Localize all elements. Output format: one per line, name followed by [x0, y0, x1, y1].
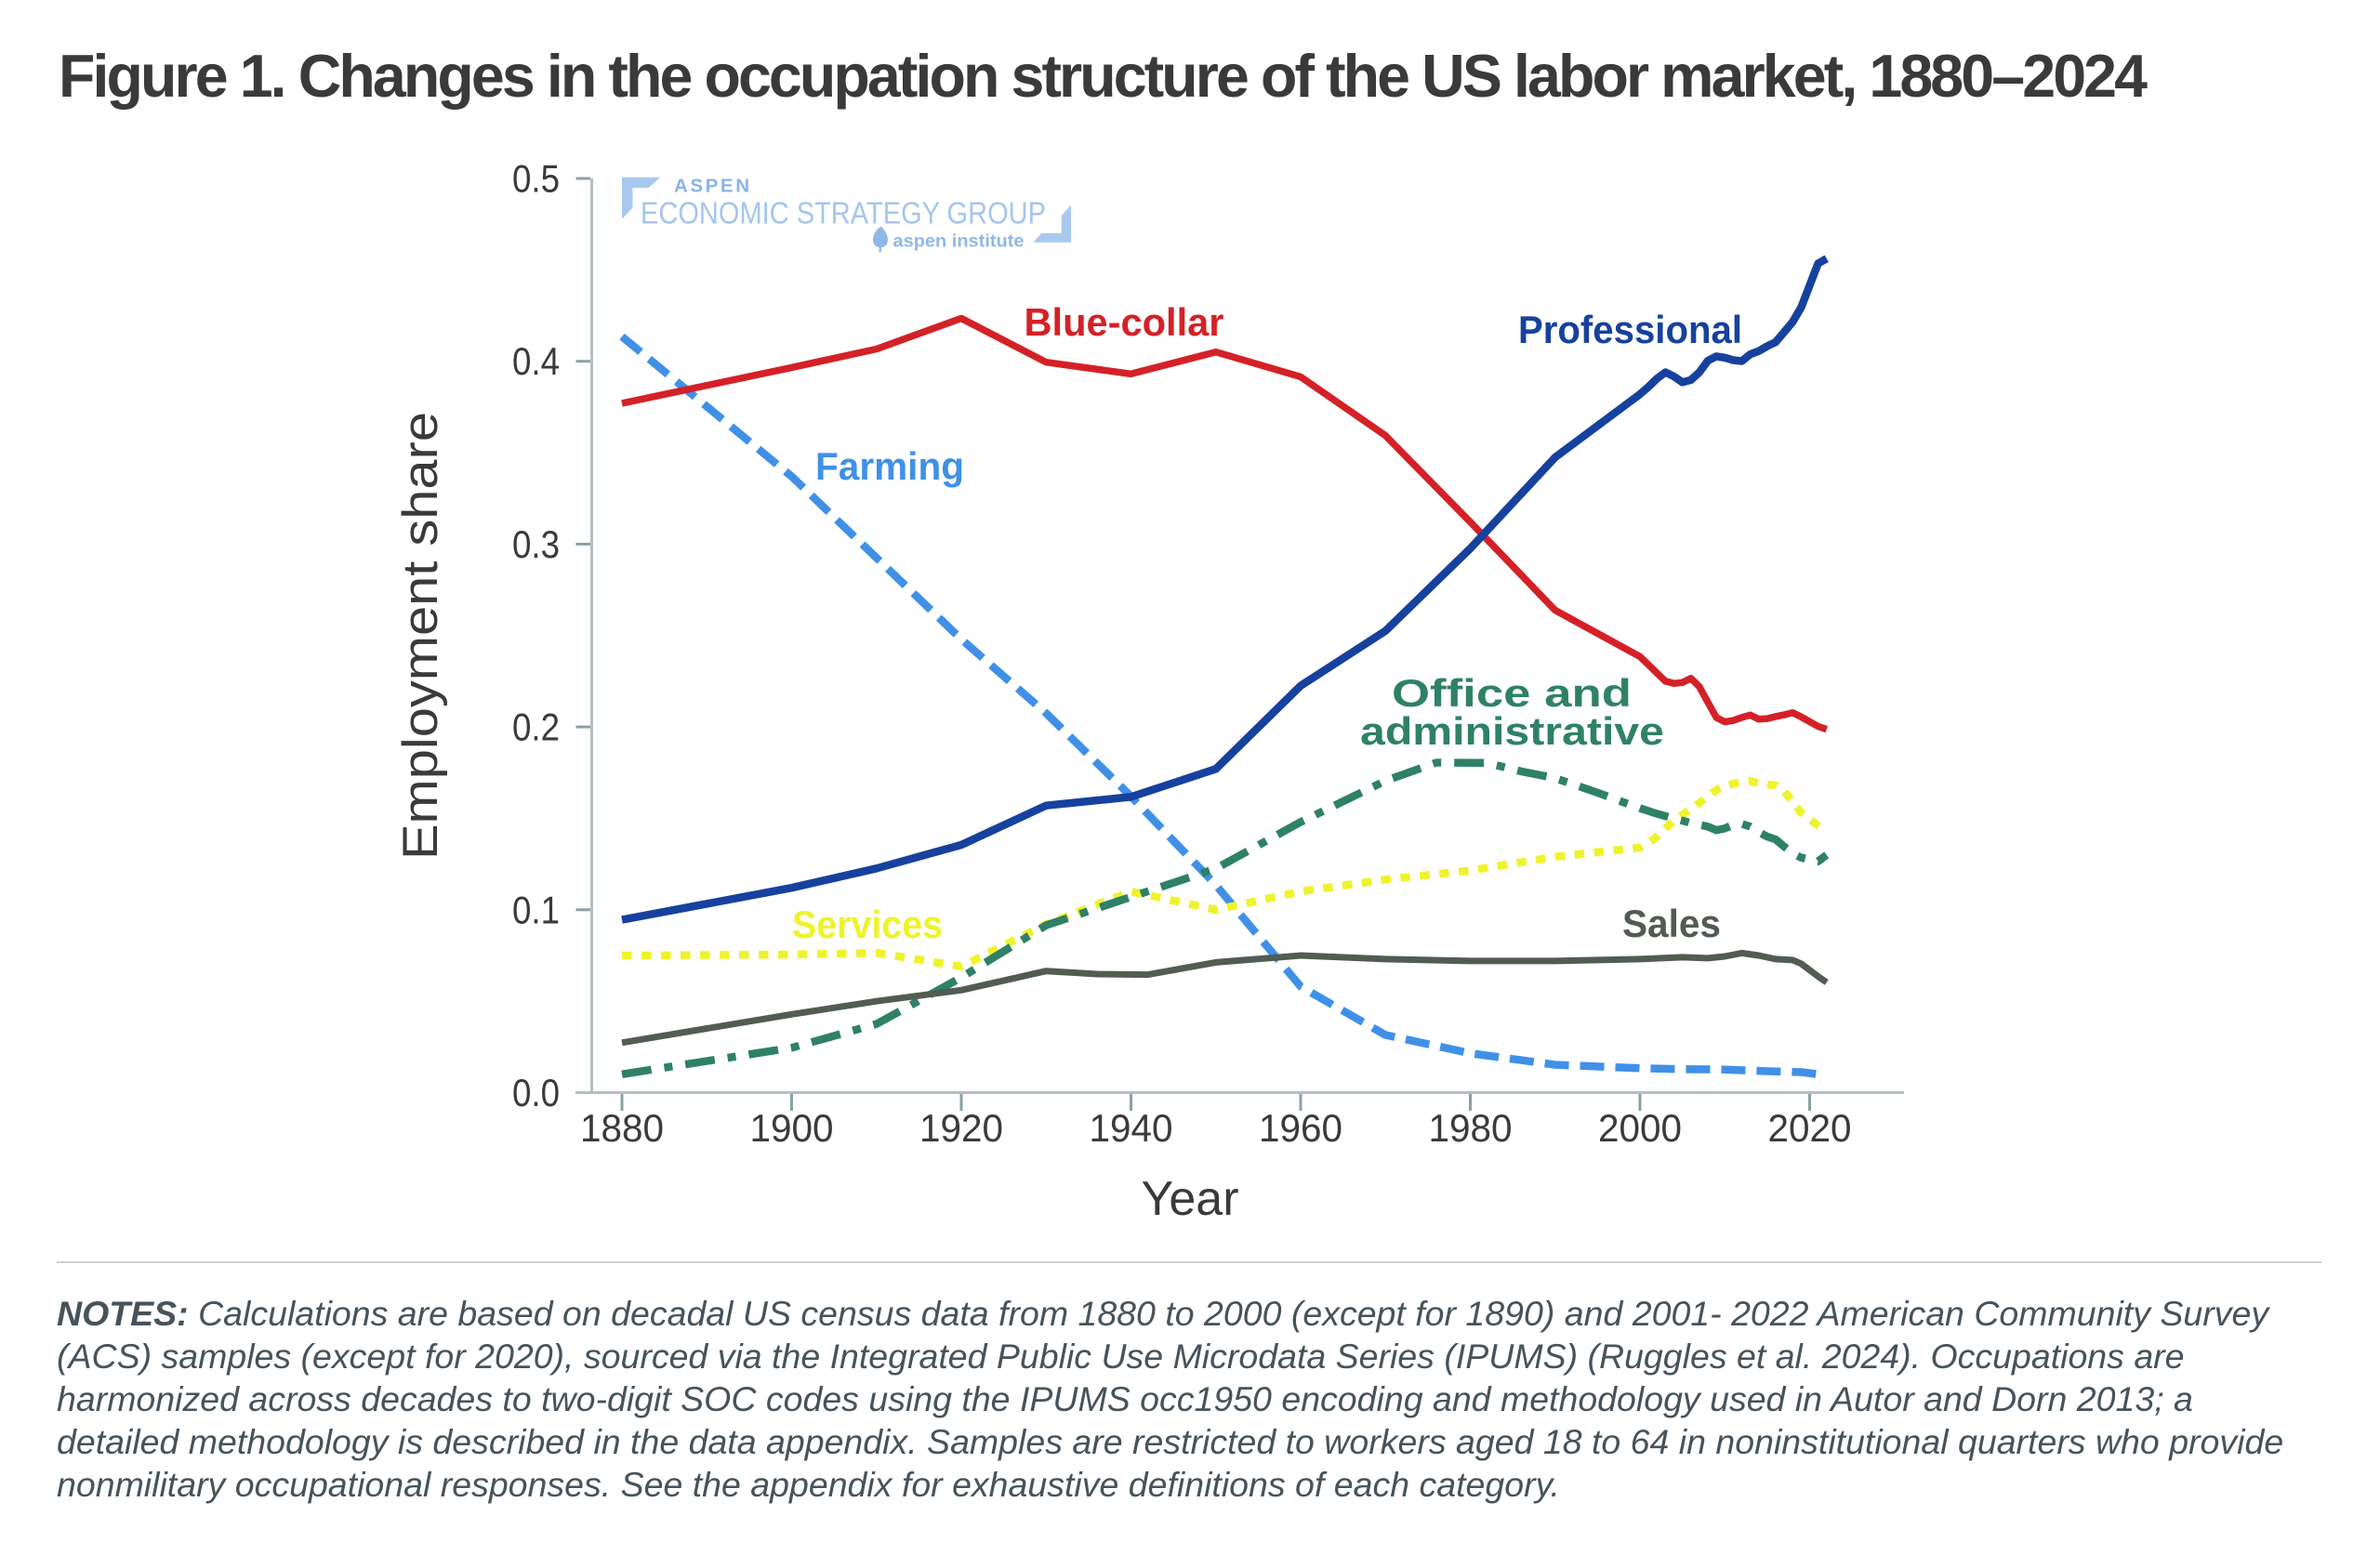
- svg-text:ECONOMIC STRATEGY GROUP: ECONOMIC STRATEGY GROUP: [641, 196, 1046, 231]
- svg-text:Year: Year: [1141, 1172, 1238, 1226]
- svg-text:Farming: Farming: [815, 444, 964, 488]
- svg-text:Office and: Office and: [1392, 671, 1632, 715]
- svg-text:ASPEN: ASPEN: [674, 176, 749, 197]
- svg-text:1920: 1920: [919, 1106, 1003, 1150]
- svg-text:0.1: 0.1: [512, 888, 560, 931]
- svg-text:Services: Services: [792, 903, 943, 946]
- svg-text:aspen institute: aspen institute: [893, 231, 1025, 252]
- svg-text:0.3: 0.3: [512, 522, 560, 566]
- svg-text:0.4: 0.4: [512, 339, 560, 383]
- svg-text:Employment share: Employment share: [393, 412, 448, 860]
- svg-text:Professional: Professional: [1518, 308, 1742, 351]
- svg-text:0.0: 0.0: [512, 1071, 560, 1114]
- svg-text:Sales: Sales: [1622, 902, 1721, 945]
- svg-text:0.2: 0.2: [512, 705, 560, 749]
- svg-text:0.5: 0.5: [512, 157, 560, 201]
- svg-text:2020: 2020: [1768, 1106, 1852, 1150]
- svg-text:administrative: administrative: [1360, 709, 1664, 753]
- svg-text:Blue-collar: Blue-collar: [1025, 300, 1224, 344]
- svg-text:1960: 1960: [1259, 1106, 1342, 1150]
- svg-text:2000: 2000: [1598, 1106, 1682, 1150]
- svg-text:1900: 1900: [750, 1106, 834, 1150]
- svg-text:1980: 1980: [1429, 1106, 1513, 1150]
- svg-text:1940: 1940: [1090, 1106, 1173, 1150]
- svg-text:1880: 1880: [580, 1106, 664, 1150]
